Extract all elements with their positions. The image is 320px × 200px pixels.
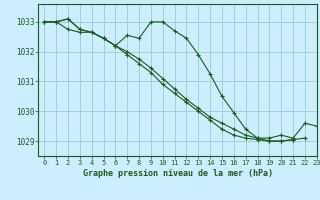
X-axis label: Graphe pression niveau de la mer (hPa): Graphe pression niveau de la mer (hPa) — [83, 169, 273, 178]
